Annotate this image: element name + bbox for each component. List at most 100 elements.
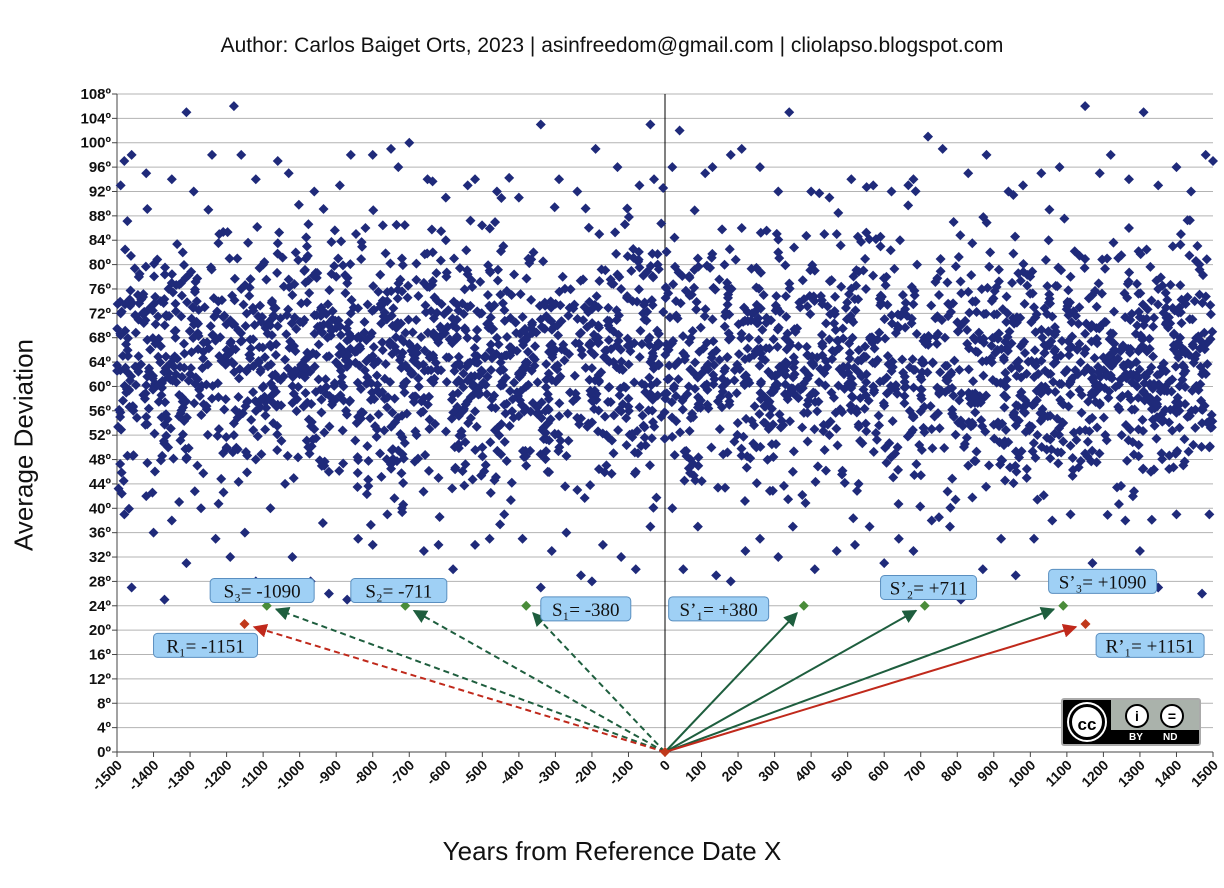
x-tick-label: -1200 [198, 757, 235, 794]
data-point [397, 507, 408, 518]
data-point [1007, 313, 1018, 324]
data-point [660, 349, 671, 360]
data-point [659, 433, 670, 444]
data-point [115, 180, 126, 191]
data-point [128, 450, 139, 461]
data-point [521, 273, 532, 284]
data-point [899, 398, 910, 409]
data-point [462, 180, 473, 191]
data-point [741, 462, 752, 473]
data-point [255, 300, 266, 311]
data-point [519, 406, 530, 417]
data-point [129, 263, 140, 274]
data-point [1038, 490, 1049, 501]
data-point [396, 253, 407, 264]
data-point [966, 270, 977, 281]
data-point [1064, 350, 1075, 361]
data-point [203, 343, 214, 354]
data-point [1134, 344, 1145, 355]
x-tick-label: 1100 [1042, 757, 1075, 790]
data-point [1196, 441, 1207, 452]
data-point [832, 440, 843, 451]
data-point [644, 372, 655, 383]
data-point [623, 405, 634, 416]
data-point [388, 303, 399, 314]
data-point [317, 327, 328, 338]
data-point [1179, 434, 1190, 445]
data-point [191, 296, 202, 307]
data-point [574, 328, 585, 339]
data-point [1171, 509, 1182, 520]
data-point [949, 355, 960, 366]
data-point [495, 365, 506, 376]
data-point [1027, 400, 1038, 411]
data-point [424, 352, 435, 363]
data-point [616, 552, 627, 563]
data-point [288, 473, 299, 484]
data-point [206, 149, 217, 160]
data-point [255, 402, 266, 413]
data-point [771, 291, 782, 302]
data-point [1123, 276, 1134, 287]
data-point [141, 380, 152, 391]
data-point [622, 203, 633, 214]
data-point [596, 264, 607, 275]
data-point [436, 365, 447, 376]
data-point [1065, 509, 1076, 520]
data-point [971, 307, 982, 318]
data-point [413, 381, 424, 392]
annotation-arrows [252, 606, 1078, 753]
data-point [142, 203, 153, 214]
data-point [513, 192, 524, 203]
x-tick-label: -700 [386, 757, 417, 788]
data-point [827, 354, 838, 365]
data-point [1000, 336, 1011, 347]
data-point [635, 325, 646, 336]
data-point [309, 186, 320, 197]
data-point [849, 539, 860, 550]
data-point [327, 314, 338, 325]
data-point [817, 338, 828, 349]
data-point [257, 382, 268, 393]
data-point [623, 359, 634, 370]
data-point [422, 399, 433, 410]
data-point [351, 229, 362, 240]
x-tick-label: -200 [569, 757, 600, 788]
x-tick-label: 1500 [1188, 757, 1221, 790]
data-point [880, 442, 891, 453]
data-point [739, 371, 750, 382]
annotation-markers [239, 600, 1091, 757]
data-point [1033, 368, 1044, 379]
data-point [306, 398, 317, 409]
data-point [316, 394, 327, 405]
data-point [1134, 545, 1145, 556]
data-point [583, 307, 594, 318]
cc-license-badge[interactable]: cc i = BY ND [1061, 698, 1201, 746]
data-point [628, 244, 639, 255]
origin-point [660, 747, 670, 757]
data-point [346, 294, 357, 305]
data-point [517, 311, 528, 322]
data-point [993, 328, 1004, 339]
data-point [572, 485, 583, 496]
data-point [869, 343, 880, 354]
data-point [954, 364, 965, 375]
data-point [653, 328, 664, 339]
data-point [684, 290, 695, 301]
data-point [805, 309, 816, 320]
data-point [158, 298, 169, 309]
data-point [424, 281, 435, 292]
data-point [1100, 317, 1111, 328]
data-point [453, 375, 464, 386]
data-point [1137, 414, 1148, 425]
data-point [653, 337, 664, 348]
data-point [397, 432, 408, 443]
data-point [909, 470, 920, 481]
data-point [664, 373, 675, 384]
data-point [739, 495, 750, 506]
data-point [341, 361, 352, 372]
data-point [283, 168, 294, 179]
data-point [1076, 407, 1087, 418]
data-point [722, 299, 733, 310]
data-point [1059, 367, 1070, 378]
